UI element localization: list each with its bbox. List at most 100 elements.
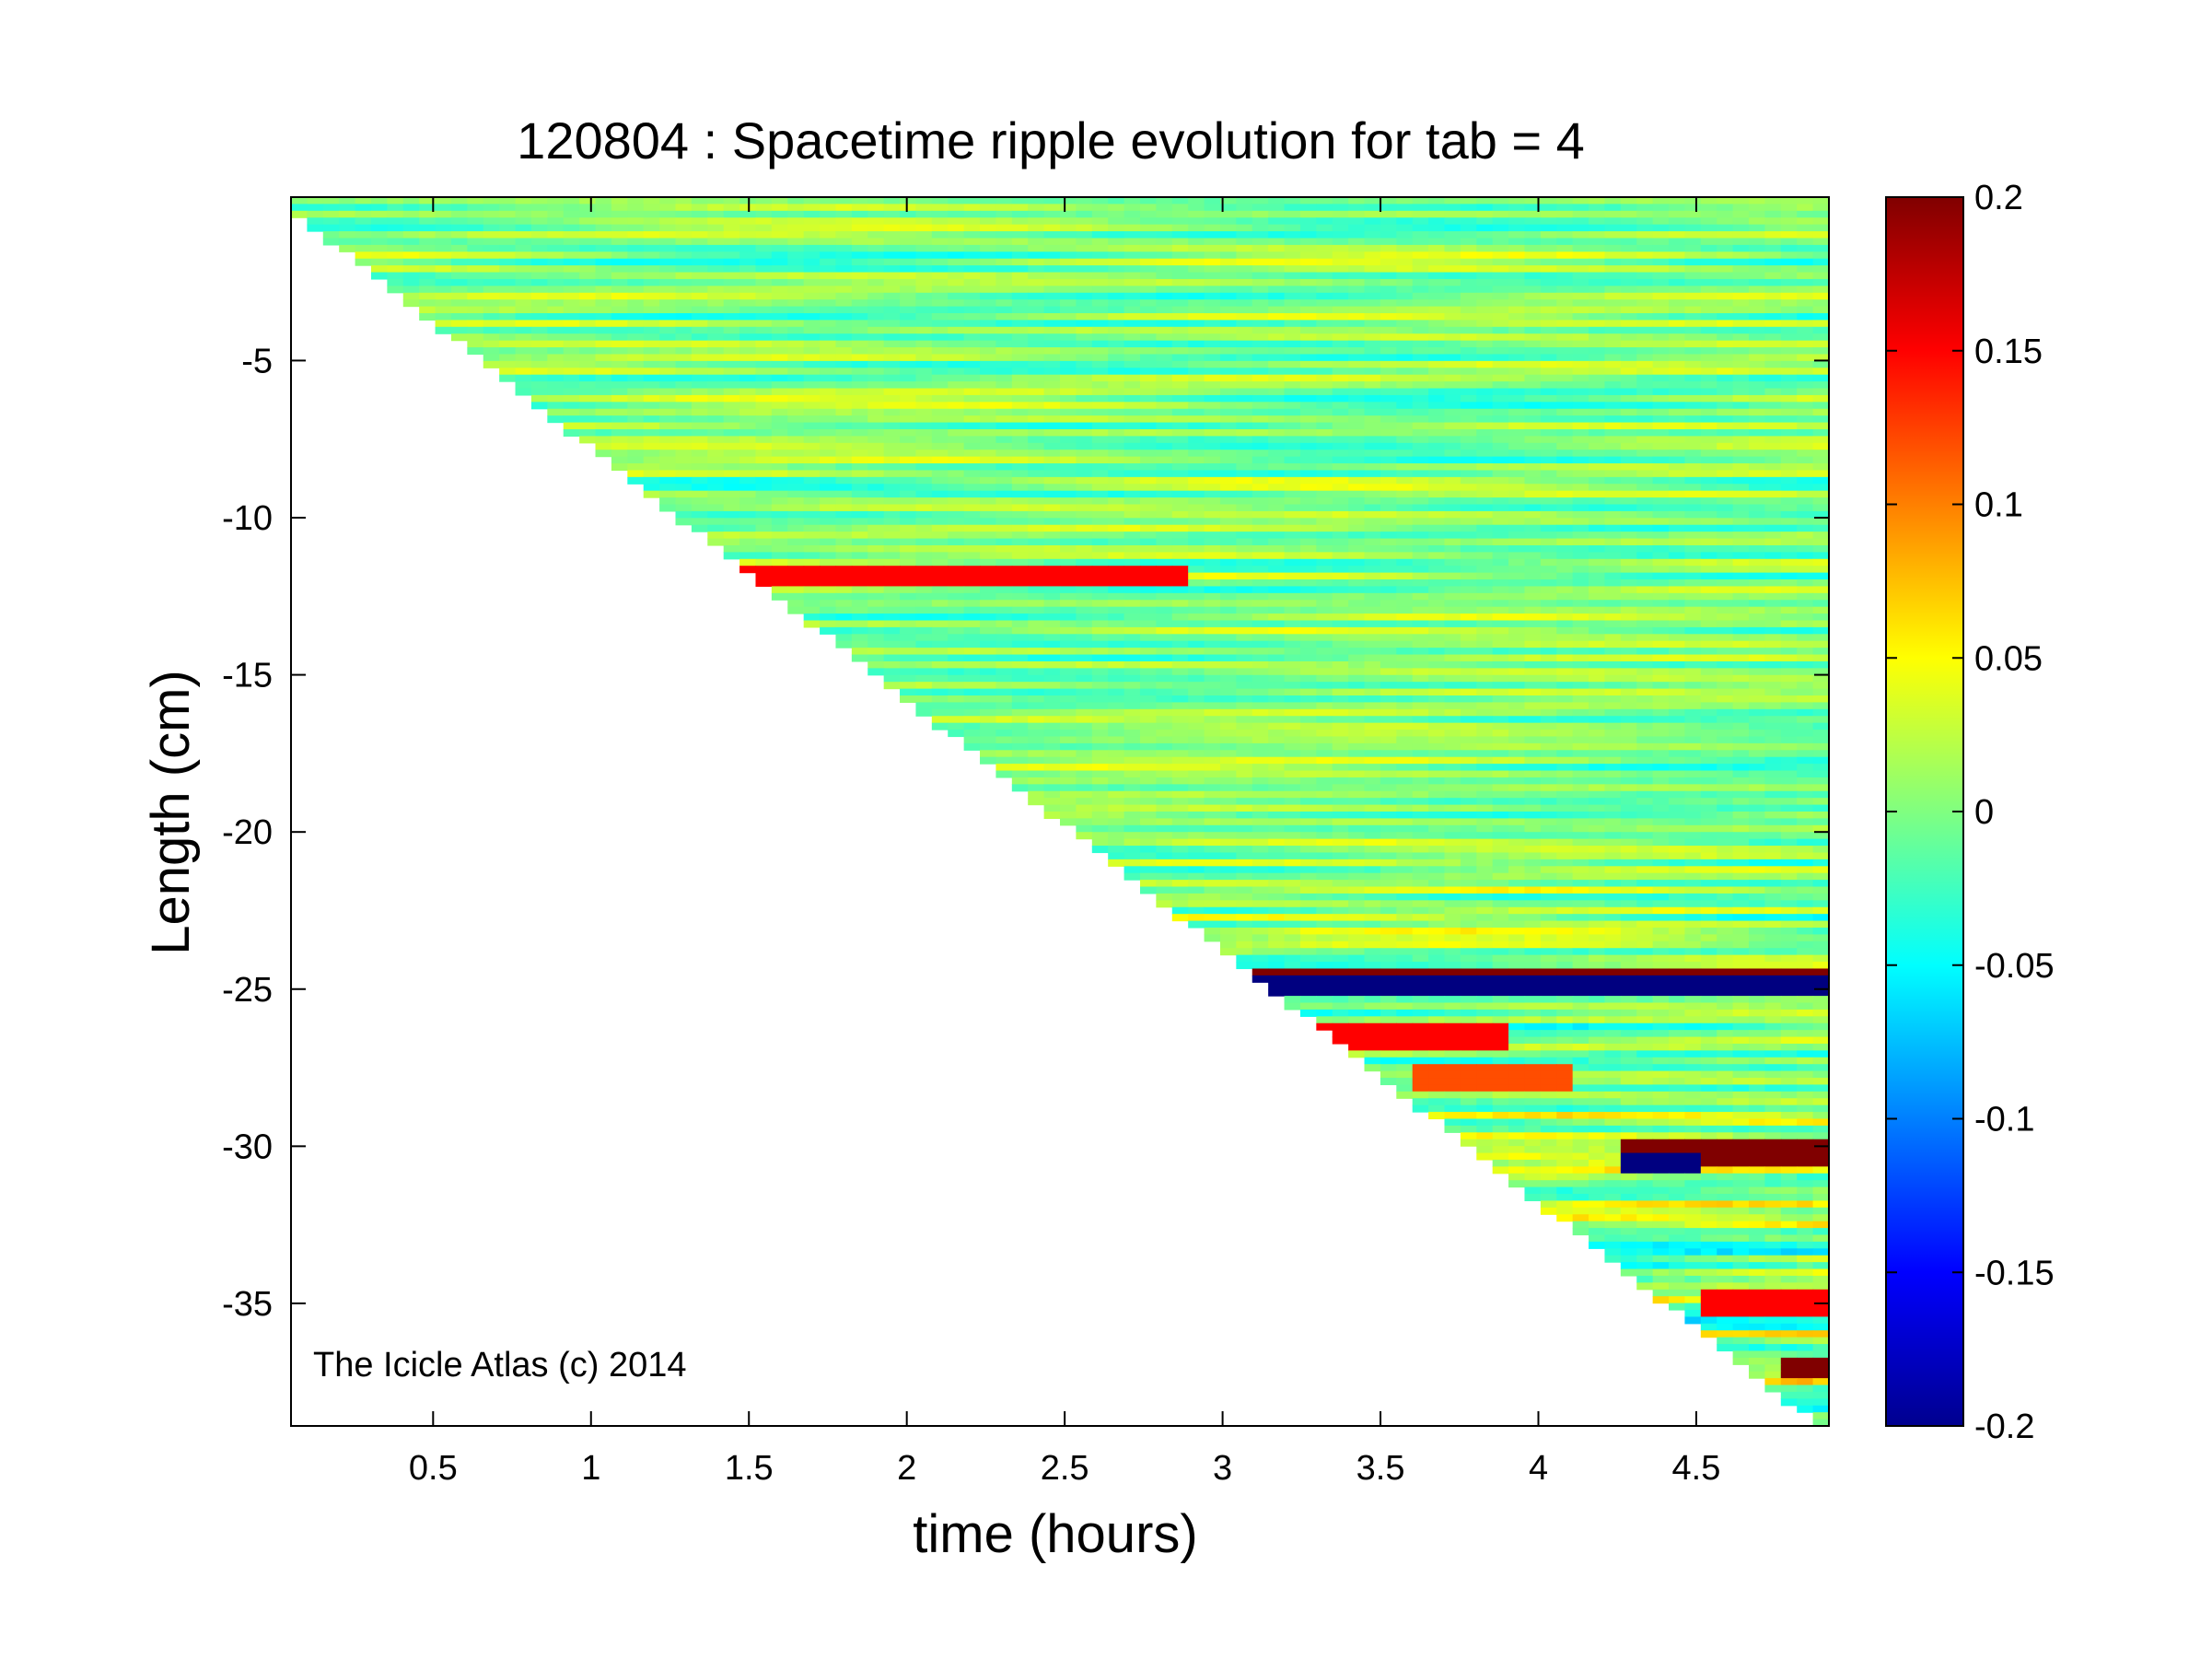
heatmap-cell <box>867 402 885 410</box>
heatmap-cell <box>1589 299 1606 308</box>
heatmap-cell <box>1236 613 1253 622</box>
heatmap-cell <box>675 278 693 286</box>
heatmap-cell <box>1764 210 1782 218</box>
heatmap-cell <box>1332 278 1349 286</box>
heatmap-cell <box>1797 224 1814 232</box>
heatmap-cell <box>1043 347 1061 356</box>
heatmap-cell <box>1636 231 1654 240</box>
heatmap-cell <box>739 368 757 376</box>
heatmap-cell <box>1332 428 1349 437</box>
heatmap-cell <box>1620 292 1637 300</box>
heatmap-cell <box>1797 497 1814 506</box>
heatmap-cell <box>1028 312 1045 321</box>
heatmap-cell <box>595 278 612 286</box>
heatmap-cell <box>1749 320 1766 328</box>
heatmap-cell <box>1299 333 1317 342</box>
heatmap-cell <box>867 428 885 437</box>
heatmap-cell <box>1428 354 1446 362</box>
heatmap-cell <box>1717 436 1734 444</box>
heatmap-cell <box>1797 552 1814 560</box>
heatmap-cell <box>1011 394 1029 403</box>
heatmap-cell <box>723 326 740 334</box>
heatmap-cell <box>1556 606 1574 614</box>
heatmap-cell <box>1236 600 1253 608</box>
heatmap-cell <box>1572 231 1589 240</box>
heatmap-cell <box>867 592 885 601</box>
heatmap-cell <box>820 484 837 492</box>
heatmap-cell <box>900 265 917 274</box>
heatmap-cell <box>1444 368 1461 376</box>
heatmap-cell <box>1236 532 1253 540</box>
heatmap-cell <box>931 532 949 540</box>
heatmap-cell <box>579 368 597 376</box>
heatmap-cell <box>1492 600 1509 608</box>
heatmap-cell <box>1043 368 1061 376</box>
heatmap-cell <box>1700 558 1717 567</box>
heatmap-cell <box>1669 374 1686 382</box>
heatmap-cell <box>1380 592 1397 601</box>
heatmap-cell <box>659 354 677 362</box>
heatmap-cell <box>1076 374 1093 382</box>
heatmap-cell <box>1428 544 1446 553</box>
heatmap-cell <box>1444 552 1461 560</box>
heatmap-cell <box>1284 217 1301 226</box>
heatmap-cell <box>1700 388 1717 396</box>
heatmap-cell <box>1284 450 1301 458</box>
heatmap-cell <box>1108 272 1125 280</box>
heatmap-cell <box>820 333 837 342</box>
heatmap-cell <box>1652 538 1670 546</box>
heatmap-cell <box>1604 312 1622 321</box>
heatmap-cell <box>1684 592 1702 601</box>
heatmap-cell <box>595 333 612 342</box>
heatmap-cell <box>723 238 740 246</box>
heatmap-cell <box>1332 415 1349 424</box>
heatmap-cell <box>1028 544 1045 553</box>
heatmap-cell <box>1556 524 1574 532</box>
heatmap-cell <box>980 312 997 321</box>
heatmap-cell <box>963 210 981 218</box>
heatmap-cell <box>1396 450 1414 458</box>
heatmap-cell <box>1060 436 1077 444</box>
heatmap-cell <box>980 320 997 328</box>
heatmap-cell <box>980 450 997 458</box>
heatmap-cell <box>739 510 757 519</box>
heatmap-cell <box>883 442 901 450</box>
heatmap-cell <box>1348 286 1366 294</box>
heatmap-cell <box>499 210 517 218</box>
heatmap-cell <box>659 490 677 498</box>
heatmap-cell <box>595 374 612 382</box>
heatmap-cell <box>1508 368 1526 376</box>
heatmap-cell <box>1476 197 1494 205</box>
heatmap-cell <box>787 292 805 300</box>
heatmap-cell <box>1717 422 1734 430</box>
heatmap-cell <box>515 320 532 328</box>
heatmap-cell <box>1043 251 1061 260</box>
heatmap-cell <box>1396 251 1414 260</box>
heatmap-cell <box>1252 504 1269 512</box>
heatmap-cell <box>1812 272 1829 280</box>
heatmap-cell <box>900 510 917 519</box>
heatmap-cell <box>1460 442 1477 450</box>
heatmap-cell <box>1123 326 1141 334</box>
heatmap-cell <box>1764 436 1782 444</box>
heatmap-cell <box>723 333 740 342</box>
heatmap-cell <box>1204 476 1221 485</box>
heatmap-cell <box>883 210 901 218</box>
heatmap-cell <box>1684 368 1702 376</box>
heatmap-cell <box>1268 422 1286 430</box>
heatmap-cell <box>1589 436 1606 444</box>
heatmap-cell <box>1572 217 1589 226</box>
heatmap-cell <box>1091 524 1109 532</box>
heatmap-cell <box>339 238 356 246</box>
heatmap-cell <box>563 340 580 348</box>
heatmap-cell <box>1476 381 1494 390</box>
heatmap-cell <box>755 544 773 553</box>
heatmap-cell <box>1620 422 1637 430</box>
heatmap-cell <box>739 544 757 553</box>
heatmap-cell <box>1797 470 1814 478</box>
heatmap-cell <box>1011 422 1029 430</box>
heatmap-cell <box>1797 442 1814 450</box>
heatmap-cell <box>1636 532 1654 540</box>
heatmap-cell <box>579 381 597 390</box>
heatmap-cell <box>1076 333 1093 342</box>
